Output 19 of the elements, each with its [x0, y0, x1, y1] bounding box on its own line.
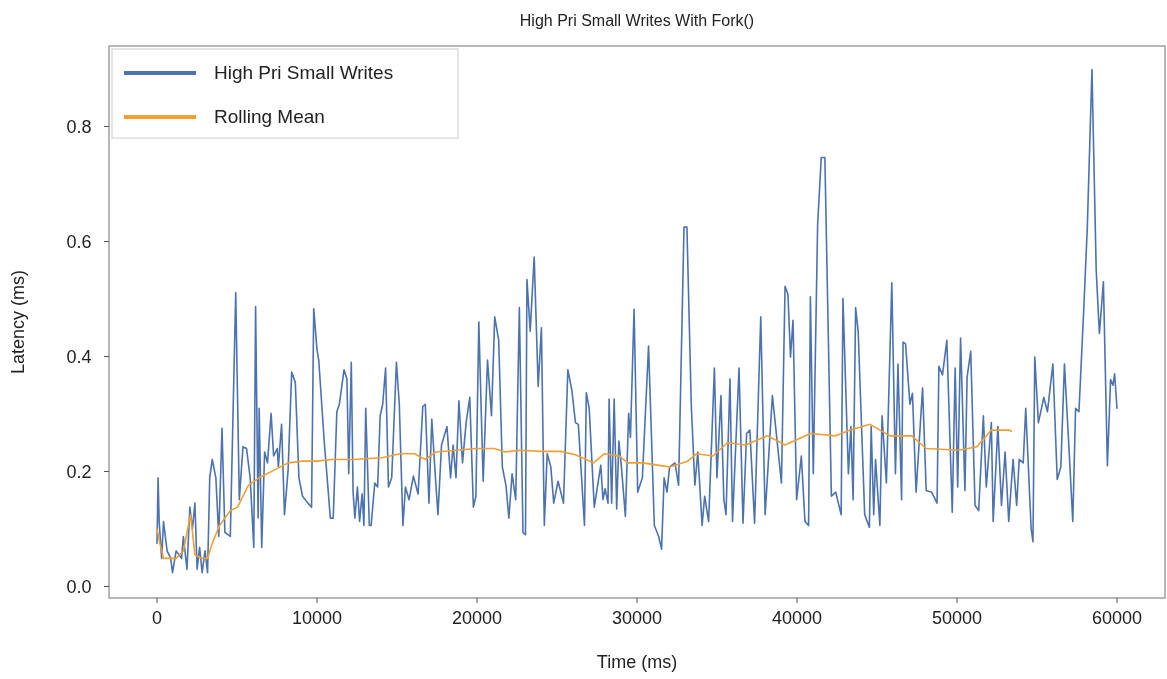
x-tick-label: 60000: [1091, 608, 1143, 628]
x-tick-label: 0: [151, 608, 163, 628]
chart-title: High Pri Small Writes With Fork(): [519, 12, 755, 29]
y-tick-label: 0.2: [66, 461, 92, 482]
line-series: [156, 423, 1013, 560]
y-tick-label: 0.0: [66, 576, 92, 597]
x-tick-label: 30000: [611, 608, 663, 628]
legend-label: Rolling Mean: [214, 106, 325, 127]
x-axis-title: Time (ms): [596, 652, 678, 672]
y-tick-label: 0.4: [66, 346, 92, 367]
x-tick-label: 10000: [291, 608, 343, 628]
legend-label: High Pri Small Writes: [214, 62, 394, 83]
line-series: [156, 68, 1118, 574]
y-tick-label: 0.8: [66, 116, 92, 137]
x-tick-label: 20000: [451, 608, 503, 628]
x-tick-label: 50000: [931, 608, 983, 628]
x-tick-label: 40000: [771, 608, 823, 628]
y-axis-title: Latency (ms): [8, 269, 28, 375]
y-tick-label: 0.6: [66, 231, 92, 252]
